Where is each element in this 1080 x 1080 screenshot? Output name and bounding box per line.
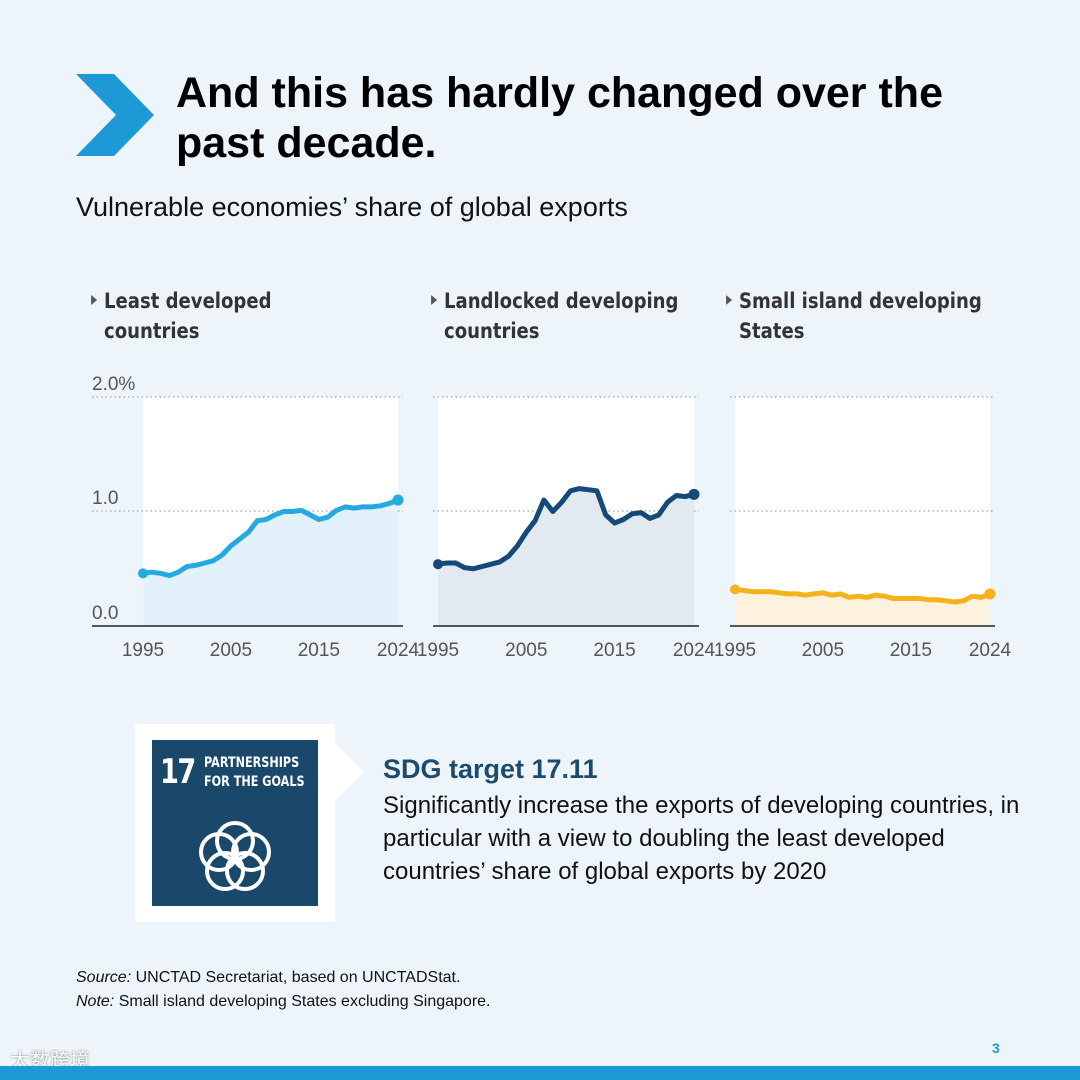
series-area xyxy=(143,500,398,626)
x-tick-label: 2005 xyxy=(802,640,844,661)
page-number: 3 xyxy=(992,1040,1000,1056)
y-tick-label: 1.0 xyxy=(92,488,118,509)
sdg-card-pointer xyxy=(334,742,364,802)
series-line xyxy=(732,586,993,605)
series-end-point xyxy=(984,588,996,600)
triangle-right-icon xyxy=(431,295,438,305)
series-start-point xyxy=(730,584,740,595)
panel-title-text: Small island developing States xyxy=(739,289,982,343)
series-start-point xyxy=(433,559,443,570)
series-start-point xyxy=(138,568,148,579)
chart-subtitle: Vulnerable economies’ share of global ex… xyxy=(76,192,628,222)
triangle-right-icon xyxy=(91,295,98,305)
series-area xyxy=(438,488,694,626)
x-tick-label: 2005 xyxy=(505,640,547,661)
x-tick-label: 1995 xyxy=(714,640,756,661)
note-text: Small island developing States excluding… xyxy=(114,993,491,1010)
chevron-icon xyxy=(76,74,154,156)
x-tick-label: 2024 xyxy=(673,640,716,661)
triangle-right-icon xyxy=(726,295,733,305)
sdg-number: 17 xyxy=(160,752,196,792)
x-tick-label: 1995 xyxy=(122,640,164,661)
series-line xyxy=(435,486,697,572)
sdg-label-line: PARTNERSHIPS xyxy=(204,755,300,771)
sdg-label-line: FOR THE GOALS xyxy=(204,774,305,790)
x-tick-label: 2015 xyxy=(890,640,932,661)
y-tick-label: 2.0% xyxy=(92,374,135,395)
series-end-point xyxy=(392,494,404,506)
y-tick-label: 0.0 xyxy=(92,603,118,624)
x-tick-label: 1995 xyxy=(417,640,459,661)
page-title: And this has hardly changed over the pas… xyxy=(176,69,943,167)
source-label: Source: xyxy=(76,969,132,986)
source-line: Source: UNCTAD Secretariat, based on UNC… xyxy=(76,966,490,990)
x-tick-label: 2015 xyxy=(298,640,340,661)
series-area xyxy=(735,589,990,626)
sdg-target-text: Significantly increase the exports of de… xyxy=(383,792,1020,885)
interlocking-rings-icon xyxy=(199,821,271,891)
source-text: UNCTAD Secretariat, based on UNCTADStat. xyxy=(131,969,461,986)
x-tick-label: 2024 xyxy=(377,640,420,661)
x-tick-label: 2005 xyxy=(210,640,252,661)
sdg-target-title: SDG target 17.11 xyxy=(383,754,598,784)
series-line xyxy=(140,497,401,579)
note-line: Note: Small island developing States exc… xyxy=(76,990,490,1014)
sdg-label: PARTNERSHIPS FOR THE GOALS xyxy=(204,754,308,792)
x-tick-label: 2015 xyxy=(593,640,635,661)
note-label: Note: xyxy=(76,993,115,1010)
source-notes: Source: UNCTAD Secretariat, based on UNC… xyxy=(76,966,490,1014)
bottom-bar xyxy=(0,1066,1080,1080)
panel-title-ldc: Least developed countries xyxy=(91,286,362,346)
panel-title-sids: Small island developing States xyxy=(726,286,997,346)
series-end-point xyxy=(688,488,700,500)
sdg-goal-17-tile: 17 PARTNERSHIPS FOR THE GOALS xyxy=(152,740,318,906)
panel-title-text: Landlocked developing countries xyxy=(444,289,679,343)
panel-title-lldc: Landlocked developing countries xyxy=(431,286,702,346)
panel-title-text: Least developed countries xyxy=(104,289,272,343)
x-tick-label: 2024 xyxy=(969,640,1012,661)
